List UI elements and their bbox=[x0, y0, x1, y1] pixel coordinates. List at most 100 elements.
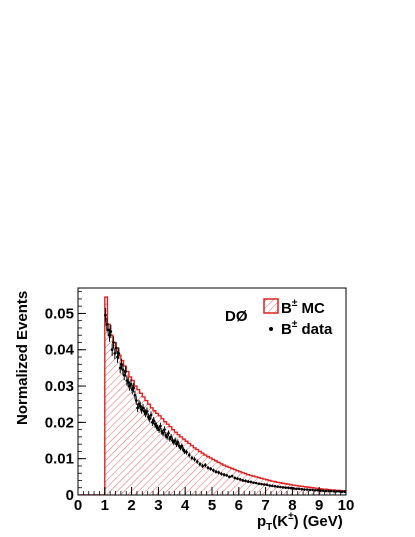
mc-bar bbox=[238, 471, 242, 495]
data-point bbox=[173, 439, 177, 442]
data-point bbox=[181, 448, 185, 451]
mc-bar bbox=[107, 324, 111, 495]
data-point bbox=[108, 333, 111, 337]
data-point bbox=[110, 348, 114, 352]
data-point bbox=[171, 439, 174, 442]
data-point bbox=[289, 486, 293, 490]
legend-data-marker bbox=[269, 327, 273, 331]
mc-bar bbox=[193, 447, 196, 495]
y-tick-label: 0.03 bbox=[45, 378, 74, 395]
mc-bar bbox=[220, 463, 223, 495]
data-point bbox=[324, 489, 328, 493]
x-tick-label: 9 bbox=[315, 497, 323, 514]
data-point bbox=[292, 487, 296, 490]
data-point bbox=[225, 474, 229, 477]
y-tick-label: 0.05 bbox=[45, 305, 74, 322]
mc-bar bbox=[120, 360, 124, 495]
data-point bbox=[195, 460, 199, 463]
data-point bbox=[140, 408, 143, 411]
data-point bbox=[134, 399, 138, 402]
data-point bbox=[335, 490, 338, 493]
data-point bbox=[155, 424, 158, 428]
mc-bar bbox=[214, 460, 218, 495]
legend: B± MC B± data bbox=[263, 298, 333, 338]
mc-bar bbox=[206, 456, 210, 495]
data-point bbox=[220, 472, 223, 476]
data-point bbox=[113, 352, 117, 355]
data-point bbox=[329, 489, 333, 493]
mc-bar bbox=[230, 468, 234, 495]
data-point bbox=[198, 462, 202, 466]
data-point bbox=[129, 382, 133, 386]
mc-bar bbox=[174, 432, 178, 495]
mc-bar bbox=[292, 485, 296, 495]
data-point bbox=[161, 431, 165, 435]
data-point bbox=[185, 450, 188, 454]
data-point bbox=[126, 381, 130, 384]
data-point bbox=[230, 474, 234, 478]
data-point bbox=[279, 485, 282, 489]
x-tick-label: 3 bbox=[154, 497, 162, 514]
y-tick-label: 0.02 bbox=[45, 414, 74, 431]
mc-bar bbox=[123, 366, 127, 495]
data-point bbox=[160, 430, 164, 433]
data-point bbox=[105, 323, 109, 326]
y-tick-label: 0 bbox=[66, 487, 74, 504]
data-point bbox=[175, 442, 178, 446]
mc-bar bbox=[187, 443, 191, 495]
data-point bbox=[106, 328, 110, 332]
data-point bbox=[153, 422, 157, 426]
mc-histogram bbox=[78, 296, 346, 495]
data-point bbox=[137, 402, 141, 406]
mc-bar bbox=[287, 484, 290, 495]
data-point bbox=[206, 466, 210, 470]
data-point bbox=[136, 406, 139, 410]
data-point bbox=[287, 486, 290, 490]
mc-bar bbox=[241, 472, 245, 495]
y-tick-labels: 0 0.01 0.02 0.03 0.04 0.05 bbox=[45, 305, 75, 504]
y-axis-title: Normalized Events bbox=[14, 291, 31, 425]
data-point bbox=[144, 411, 147, 415]
data-point bbox=[120, 362, 123, 366]
data-point bbox=[238, 478, 242, 481]
mc-bar bbox=[265, 479, 269, 495]
mc-bar bbox=[246, 474, 250, 495]
data-point bbox=[130, 388, 134, 391]
data-point bbox=[112, 341, 115, 344]
axis-ticks bbox=[77, 291, 347, 496]
experiment-label: DØ bbox=[225, 308, 248, 325]
data-point bbox=[276, 485, 279, 488]
data-point bbox=[148, 417, 151, 421]
data-points bbox=[104, 307, 346, 494]
mc-bar bbox=[260, 478, 263, 495]
mc-bar bbox=[163, 421, 167, 495]
mc-bar bbox=[136, 389, 140, 495]
data-point bbox=[204, 463, 207, 467]
data-point bbox=[340, 490, 344, 494]
mc-bar bbox=[158, 415, 162, 495]
x-tick-label: 6 bbox=[235, 497, 243, 514]
data-point bbox=[327, 489, 330, 493]
data-point bbox=[156, 426, 160, 430]
mc-bar bbox=[305, 487, 309, 495]
data-point bbox=[241, 479, 245, 482]
x-tick-label: 8 bbox=[288, 497, 296, 514]
data-point bbox=[249, 480, 253, 484]
data-point bbox=[104, 313, 107, 317]
data-point bbox=[168, 437, 172, 441]
mc-bar bbox=[316, 488, 320, 495]
data-point bbox=[254, 481, 258, 485]
mc-bar bbox=[284, 483, 288, 495]
data-point bbox=[228, 475, 231, 479]
mc-bar bbox=[233, 469, 237, 495]
data-point bbox=[147, 415, 150, 419]
mc-bar bbox=[179, 436, 183, 495]
mc-bar bbox=[329, 489, 333, 495]
x-tick-labels: 0 1 2 3 4 5 6 7 8 9 10 bbox=[74, 497, 355, 514]
y-tick-label: 0.01 bbox=[45, 451, 74, 468]
mc-bar bbox=[190, 445, 194, 495]
data-point bbox=[338, 490, 341, 493]
y-tick-label: 0.04 bbox=[45, 342, 75, 359]
data-point bbox=[177, 444, 181, 448]
